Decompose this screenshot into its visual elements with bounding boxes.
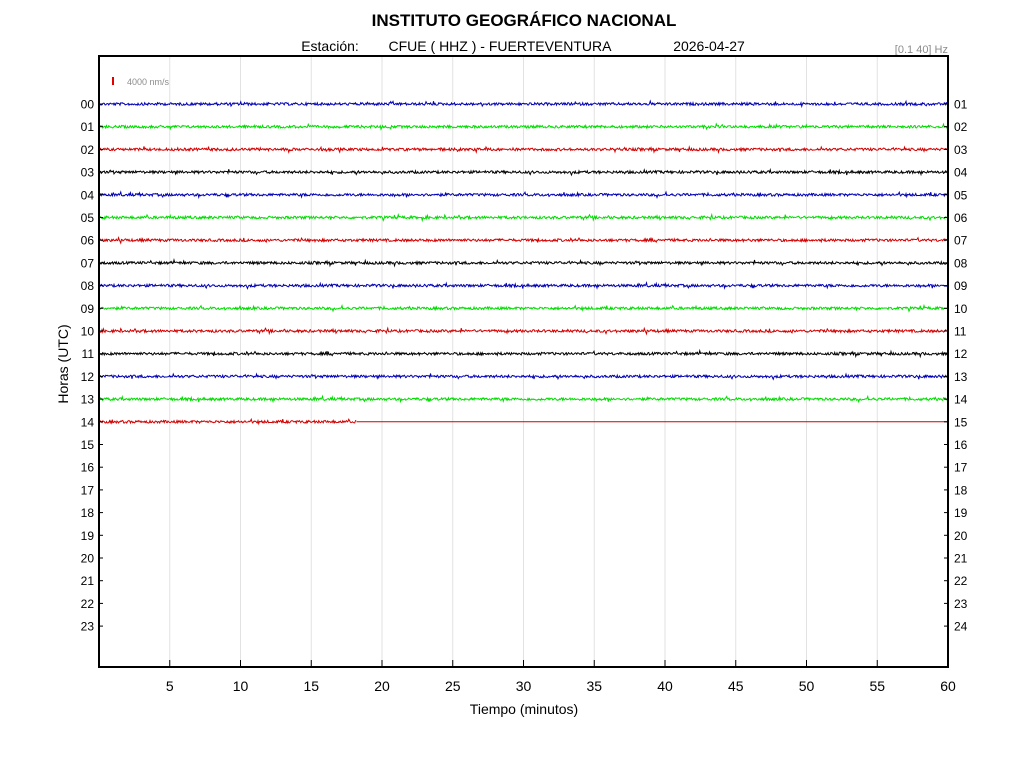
hour-label-left: 21: [81, 574, 95, 588]
hour-label-left: 14: [81, 415, 95, 429]
x-axis: 5 10 15 20 25 30 35 40 45 50 55 60: [166, 660, 956, 694]
trace-hour-13: [98, 394, 949, 404]
hour-label-left: 10: [81, 325, 95, 339]
hour-labels-right: 01 02 03 04 05 06 07 08 09 10 11 12 13 14 15 16 17 18 19 20…: [944, 98, 968, 634]
hour-label-left: 01: [81, 120, 95, 134]
plot-area: [98, 56, 949, 667]
page-title: INSTITUTO GEOGRÁFICO NACIONAL: [372, 11, 677, 30]
trace-hour-03: [98, 167, 949, 177]
hour-label-left: 19: [81, 529, 95, 543]
hour-label-left: 03: [81, 166, 95, 180]
hour-label-left: 18: [81, 506, 95, 520]
hour-label-right: 11: [954, 325, 967, 339]
date-label: 2026-04-27: [673, 38, 745, 54]
hour-label-left: 17: [81, 483, 95, 497]
hour-label-right: 01: [954, 98, 968, 112]
x-tick-label: 10: [233, 678, 249, 694]
hour-label-left: 11: [82, 347, 95, 361]
x-axis-label: Tiempo (minutos): [470, 701, 578, 717]
trace-hour-05: [98, 212, 949, 223]
trace-hour-01: [98, 122, 949, 131]
x-tick-label: 35: [586, 678, 602, 694]
hour-label-right: 16: [954, 438, 968, 452]
trace-hour-04: [98, 190, 949, 200]
hour-label-right: 21: [954, 552, 968, 566]
x-tick-label: 5: [166, 678, 174, 694]
trace-hour-11: [98, 348, 949, 359]
y-axis-label: Horas (UTC): [55, 324, 71, 403]
hour-label-right: 24: [954, 620, 968, 634]
filter-label: [0.1 40] Hz: [895, 44, 948, 56]
amplitude-scale-label: 4000 nm/s: [127, 77, 170, 87]
station-name: CFUE ( HHZ ) - FUERTEVENTURA: [389, 38, 613, 54]
station-prefix: Estación:: [301, 38, 359, 54]
x-tick-label: 60: [940, 678, 956, 694]
x-tick-label: 25: [445, 678, 461, 694]
hour-label-left: 12: [81, 370, 95, 384]
x-tick-label: 45: [728, 678, 744, 694]
x-tick-label: 20: [374, 678, 390, 694]
trace-hour-00: [98, 99, 949, 109]
hour-label-right: 15: [954, 415, 968, 429]
hour-label-left: 09: [81, 302, 95, 316]
x-tick-label: 55: [869, 678, 885, 694]
amplitude-scale-bar: [112, 77, 114, 85]
trace-hour-07: [98, 258, 949, 268]
hour-label-left: 20: [81, 552, 95, 566]
trace-hour-06: [98, 235, 949, 245]
x-tick-label: 30: [516, 678, 532, 694]
hour-label-left: 07: [81, 256, 95, 270]
hour-label-right: 19: [954, 506, 968, 520]
hour-label-right: 08: [954, 256, 968, 270]
hour-label-left: 05: [81, 211, 95, 225]
hour-label-right: 12: [954, 347, 968, 361]
hour-label-right: 05: [954, 188, 968, 202]
hour-label-right: 20: [954, 529, 968, 543]
hour-label-right: 17: [954, 461, 968, 475]
hour-label-right: 22: [954, 574, 968, 588]
hour-labels-left: 00 01 02 03 04 05 06 07 08 09 10 11 12 13 14 15 16 17 18 19…: [81, 98, 103, 634]
hour-label-right: 03: [954, 143, 968, 157]
trace-hour-10: [98, 326, 949, 336]
hour-label-right: 09: [954, 279, 968, 293]
x-tick-label: 40: [657, 678, 673, 694]
hour-label-right: 13: [954, 370, 968, 384]
hour-label-left: 02: [81, 143, 95, 157]
hour-label-right: 18: [954, 483, 968, 497]
x-tick-label: 50: [799, 678, 815, 694]
hour-label-left: 06: [81, 234, 95, 248]
hour-label-left: 08: [81, 279, 95, 293]
hour-label-left: 00: [81, 98, 95, 112]
hour-label-right: 07: [954, 234, 968, 248]
x-tick-label: 15: [303, 678, 319, 694]
trace-hour-12: [98, 372, 949, 381]
hour-label-left: 04: [81, 188, 95, 202]
trace-hour-02: [98, 145, 949, 155]
hour-label-left: 22: [81, 597, 95, 611]
hour-label-left: 16: [81, 461, 95, 475]
hour-label-right: 02: [954, 120, 968, 134]
hour-label-left: 23: [81, 620, 95, 634]
hour-label-right: 23: [954, 597, 968, 611]
hour-label-right: 04: [954, 166, 968, 180]
hour-label-right: 14: [954, 393, 968, 407]
trace-hour-09: [98, 303, 949, 313]
hour-label-left: 13: [81, 393, 95, 407]
hour-label-right: 10: [954, 302, 968, 316]
trace-hour-14: [98, 417, 357, 426]
trace-hour-08: [98, 280, 949, 290]
hour-label-right: 06: [954, 211, 968, 225]
hour-label-left: 15: [81, 438, 95, 452]
